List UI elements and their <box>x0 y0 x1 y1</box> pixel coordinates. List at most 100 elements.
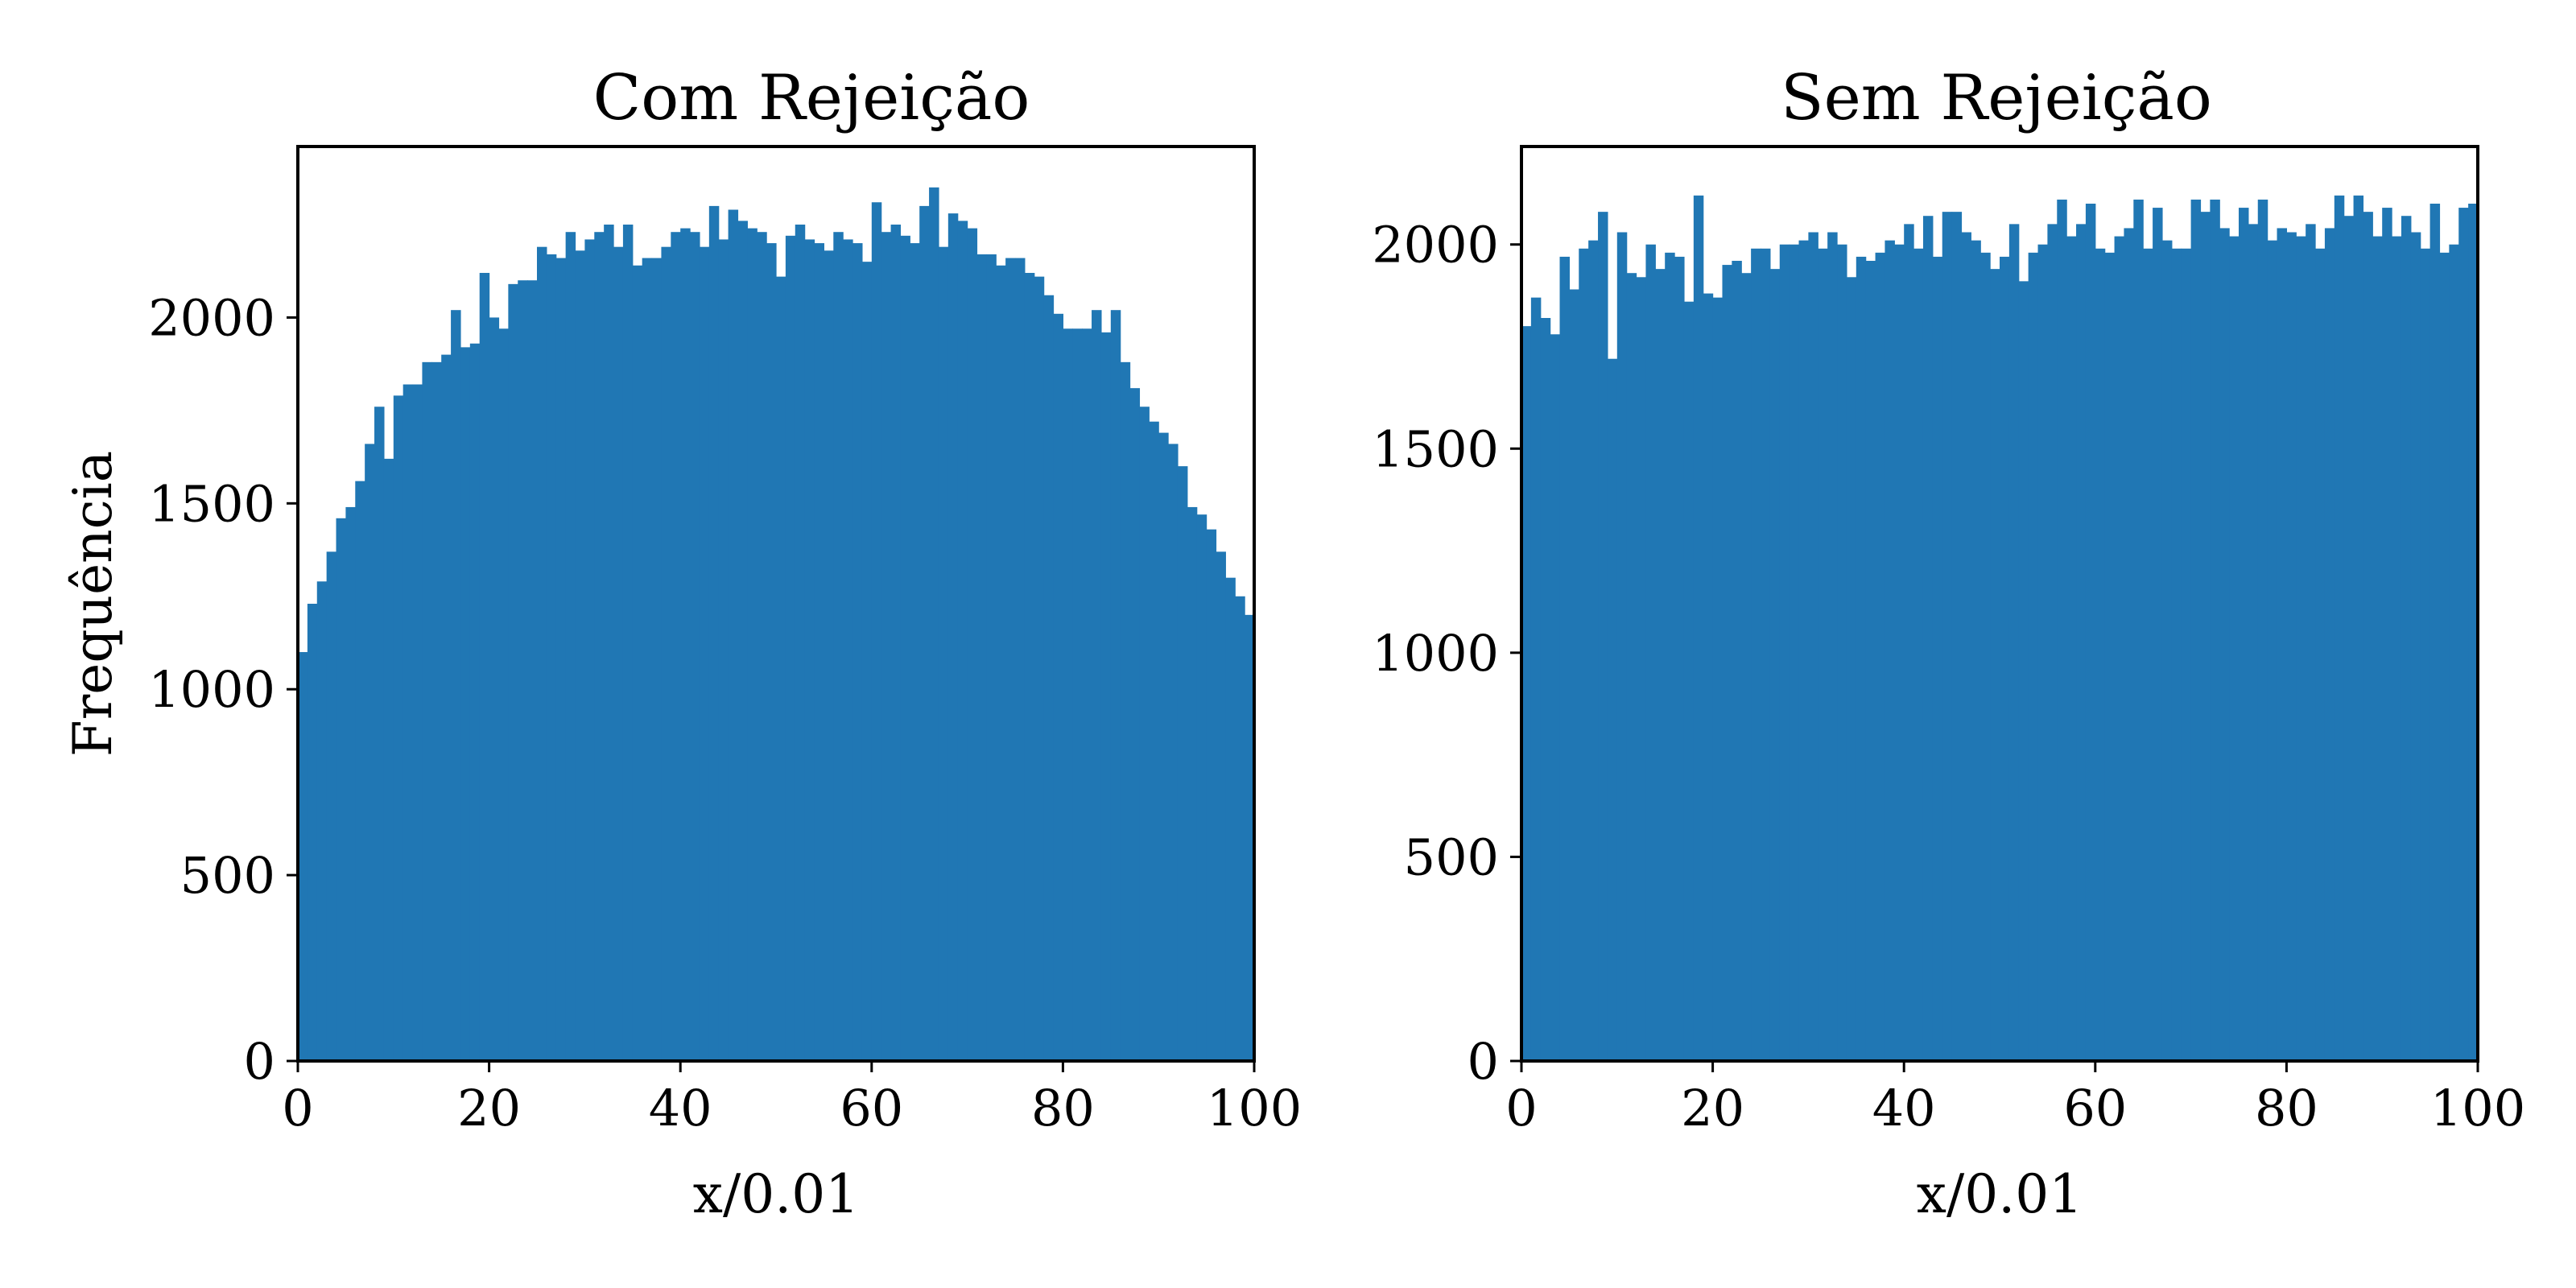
histogram-bar <box>661 246 671 1061</box>
x-tick-label: 0 <box>282 1079 313 1137</box>
histogram-bar <box>1120 361 1131 1062</box>
x-tick-label: 100 <box>1207 1079 1302 1137</box>
histogram-bar <box>718 239 729 1061</box>
histogram-bar <box>2104 252 2116 1061</box>
histogram-bar <box>1129 388 1141 1061</box>
histogram-bar <box>1951 212 1963 1061</box>
panel-com-rejeicao: Com Rejeição 0 20 40 60 80 100 0 500 1000 1500 20… <box>62 62 1302 1225</box>
histogram-bar <box>2363 212 2373 1061</box>
histogram-bar <box>1043 295 1055 1062</box>
x-axis-label: x/0.01 <box>1917 1163 2083 1225</box>
histogram-bar <box>1607 358 1618 1062</box>
histogram-bar <box>1856 256 1867 1061</box>
histogram-bar <box>1569 289 1579 1061</box>
histogram-bar <box>546 254 557 1061</box>
histogram-bar <box>1865 261 1876 1061</box>
histogram-bar <box>527 280 538 1061</box>
histogram-bar <box>412 384 423 1061</box>
histogram-bar <box>1072 328 1083 1061</box>
histogram-bar <box>1139 407 1150 1061</box>
histogram-bar <box>336 518 346 1061</box>
histogram-bar <box>1196 514 1208 1061</box>
histogram-bar <box>795 224 806 1062</box>
plot-frame <box>296 145 1256 1063</box>
histogram-bar <box>1961 232 1971 1061</box>
histogram-bar <box>766 243 777 1061</box>
y-tick-label: 1500 <box>1372 419 1499 478</box>
histogram-bar <box>1674 256 1685 1061</box>
histogram-bar <box>1885 240 1895 1061</box>
histogram-bar <box>1082 328 1092 1061</box>
histogram-bar <box>2392 236 2402 1061</box>
histogram-bar <box>1626 273 1637 1062</box>
histogram-bar <box>1521 326 1532 1061</box>
histogram-bar <box>460 347 471 1061</box>
histogram-bar <box>2449 244 2459 1062</box>
histogram-bar <box>1789 244 1800 1062</box>
histogram-bar <box>355 481 365 1061</box>
histogram-bar <box>2277 228 2287 1062</box>
histogram-bar <box>1636 277 1647 1061</box>
histogram-bar <box>1005 258 1016 1061</box>
histogram-bar <box>1110 310 1121 1061</box>
histogram-bar <box>680 228 691 1062</box>
histogram-bar <box>1225 577 1236 1061</box>
histogram-bar <box>622 224 634 1062</box>
histogram-bar <box>479 273 490 1061</box>
histogram-bar <box>1837 244 1847 1062</box>
histogram-bar <box>508 283 518 1061</box>
histogram-bar <box>2229 236 2240 1061</box>
histogram-bar <box>1550 334 1561 1061</box>
histogram-bar <box>1712 297 1724 1061</box>
histogram-bar <box>2008 224 2020 1061</box>
histogram-bar <box>2420 248 2431 1061</box>
panel-title: Sem Rejeição <box>1781 62 2212 134</box>
histogram-bar <box>2181 248 2192 1061</box>
histogram-bar <box>1904 224 1914 1061</box>
histogram-bar <box>1206 529 1217 1061</box>
histogram-bar <box>2057 199 2067 1062</box>
histogram-bar <box>2458 208 2469 1061</box>
histogram-bar <box>1683 301 1695 1062</box>
x-tick-label: 80 <box>2255 1079 2318 1137</box>
histogram-bar <box>1588 240 1599 1061</box>
histogram-bar <box>947 213 959 1061</box>
histogram-bar <box>298 652 308 1061</box>
histogram-bar <box>594 232 605 1062</box>
histogram-bar <box>365 444 375 1061</box>
histogram-bar <box>1798 240 1809 1061</box>
y-tick-label: 0 <box>1468 1032 1499 1091</box>
y-axis-ticks: 0 500 1000 1500 2000 <box>1372 216 1521 1091</box>
histogram-bar <box>1598 212 1608 1061</box>
histogram-bar <box>2372 236 2383 1061</box>
histogram-bar <box>345 506 356 1061</box>
histogram-bar <box>613 246 624 1061</box>
histogram-bar <box>2133 199 2144 1062</box>
histogram-bar <box>1693 195 1704 1062</box>
histogram-bar <box>498 328 509 1061</box>
histogram-bar <box>2267 240 2278 1061</box>
histogram-bar <box>402 384 414 1061</box>
histogram-bar <box>1655 269 1666 1061</box>
y-tick-label: 1000 <box>1372 624 1499 683</box>
histogram-bar <box>747 228 758 1062</box>
histogram-bar <box>2161 240 2173 1061</box>
histogram-bar <box>1761 248 1771 1061</box>
histogram-bar <box>2219 228 2230 1062</box>
histogram-bar <box>537 246 547 1061</box>
histogram-bar <box>1100 332 1112 1061</box>
histogram-bar <box>2153 208 2163 1061</box>
histogram-bar <box>824 250 834 1061</box>
histogram-bar <box>1875 252 1886 1061</box>
histogram-bar <box>451 310 461 1061</box>
histogram-bar <box>642 258 653 1061</box>
y-tick-label: 500 <box>180 846 275 905</box>
x-tick-label: 60 <box>2063 1079 2127 1137</box>
histogram-bar <box>393 395 404 1061</box>
histogram-bar <box>957 221 968 1061</box>
histogram-bar <box>2190 199 2202 1062</box>
panel-sem-rejeicao: Sem Rejeição 0 20 40 60 80 100 0 500 1000 1500 20… <box>1372 62 2525 1225</box>
x-tick-label: 80 <box>1031 1079 1095 1137</box>
histogram-bar <box>890 224 902 1062</box>
histogram-bar <box>2306 224 2316 1061</box>
